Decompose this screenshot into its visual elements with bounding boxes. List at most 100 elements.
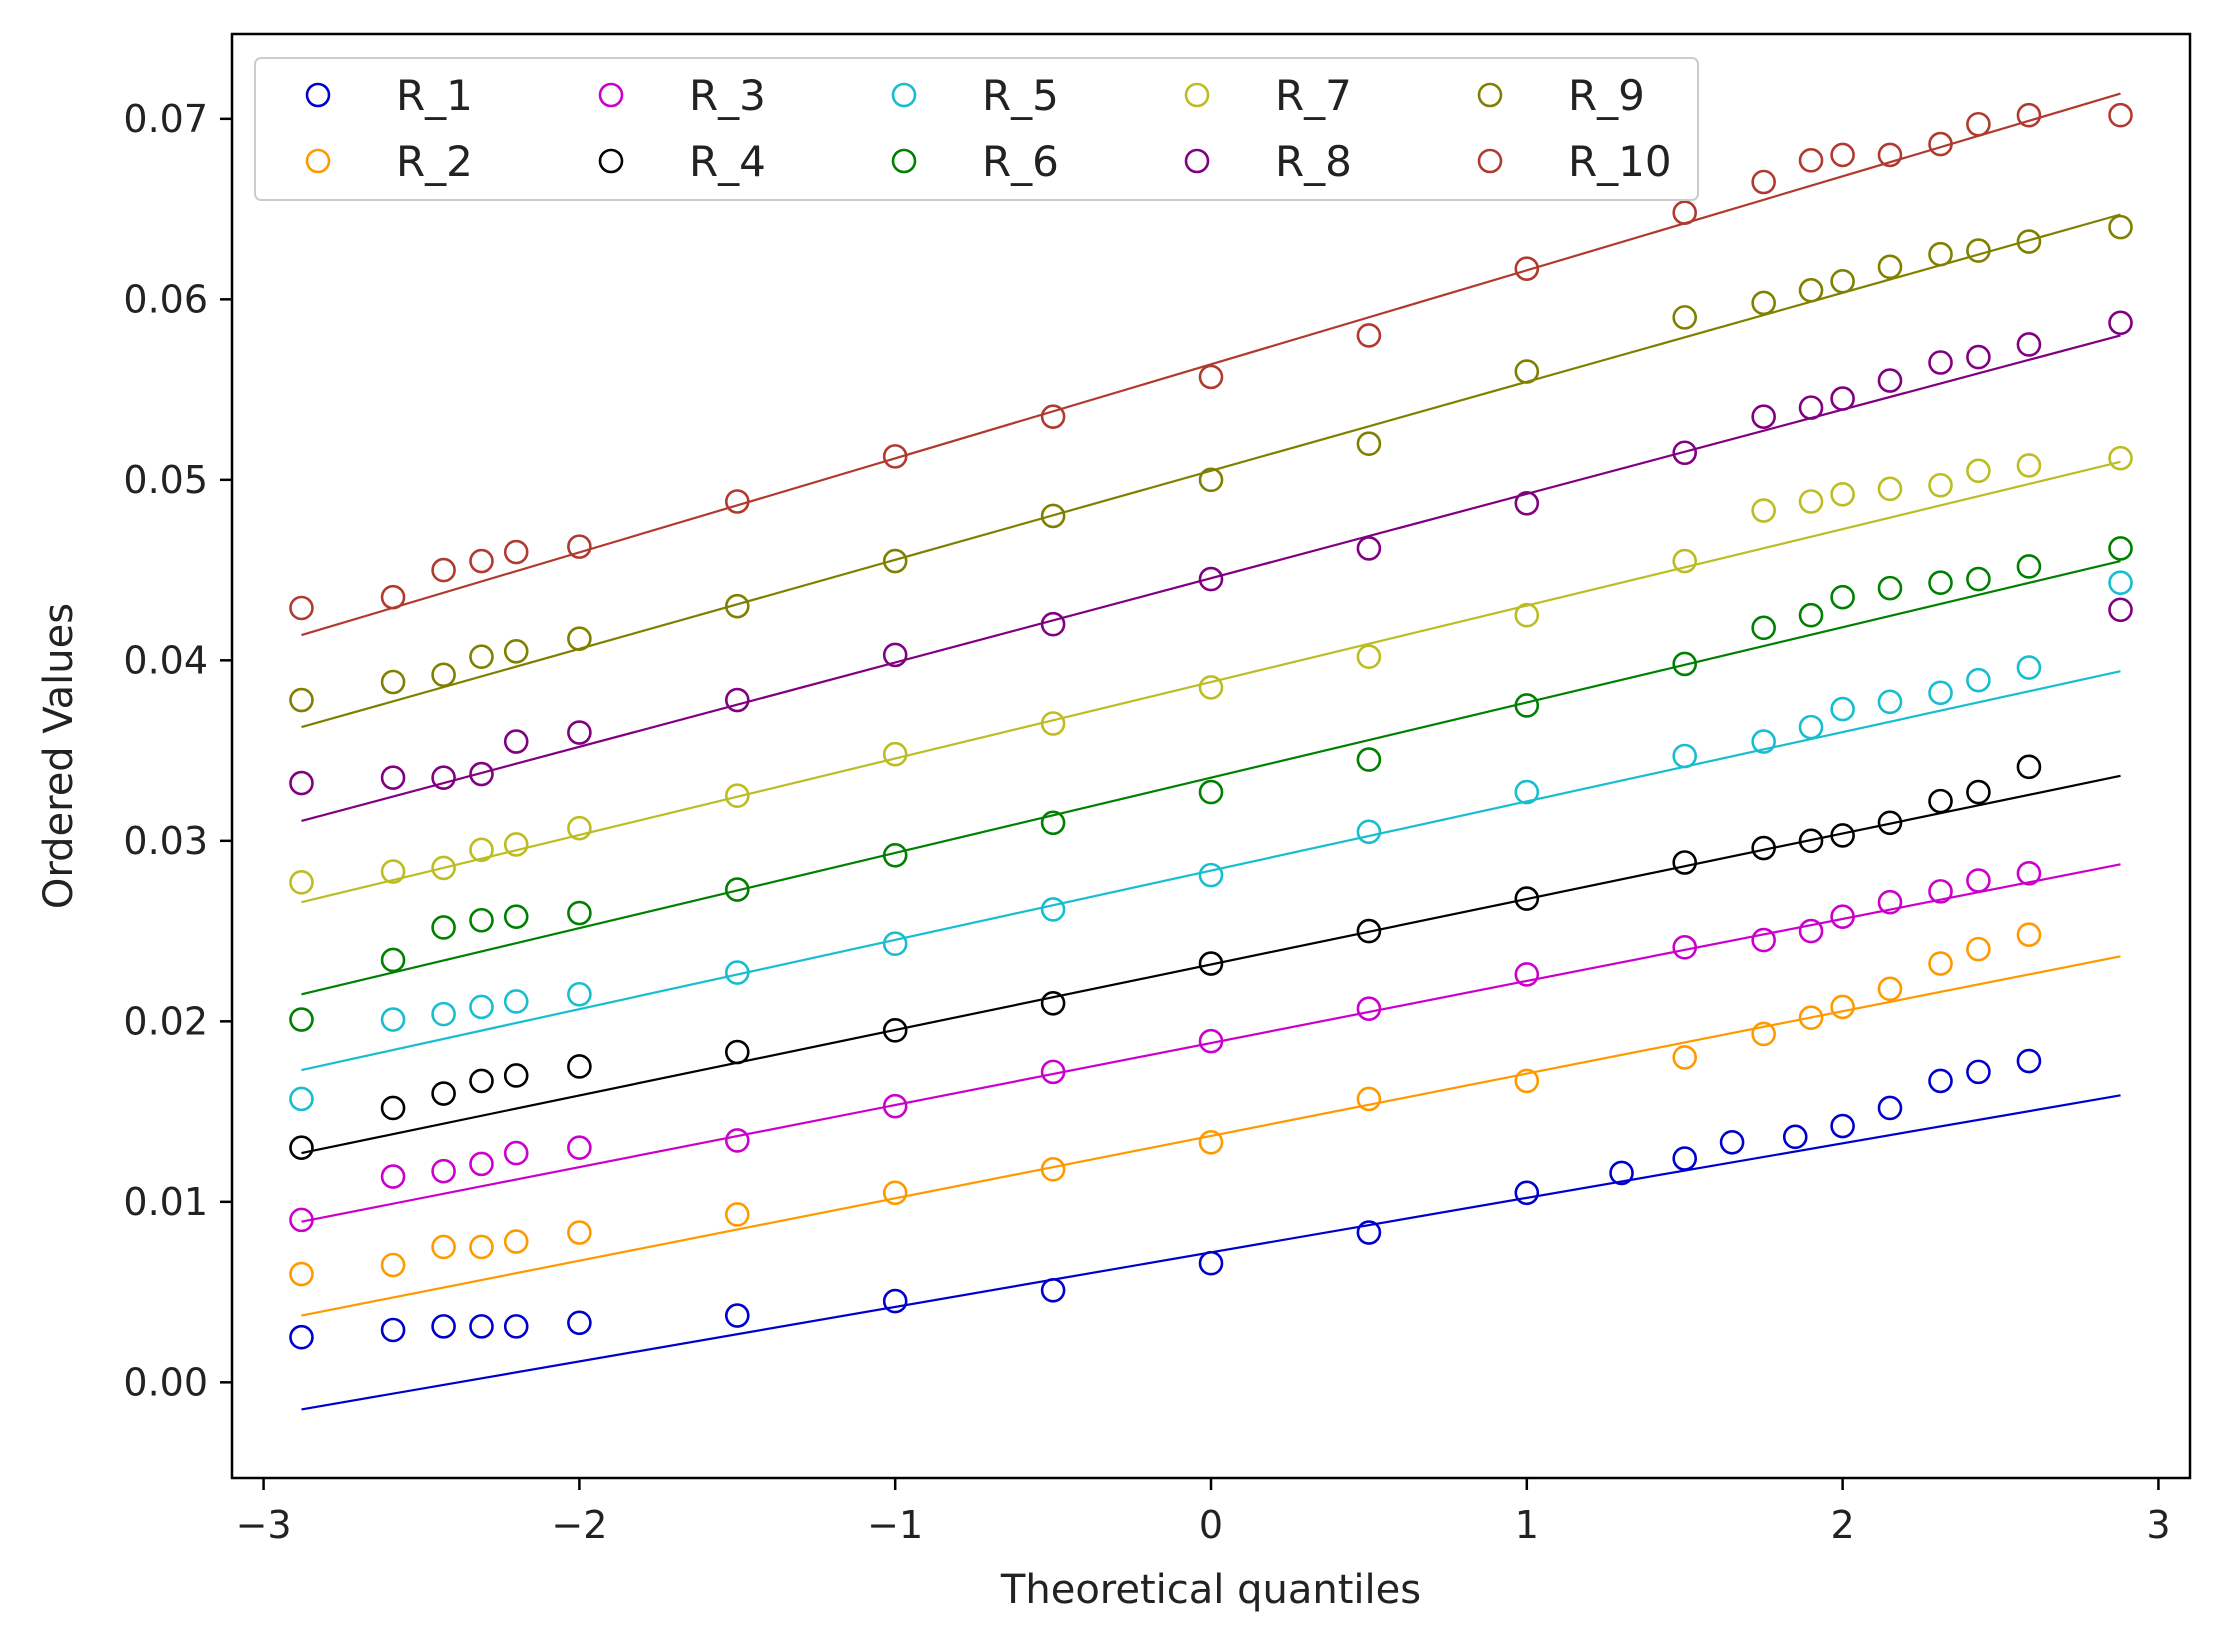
point-r-1-0 bbox=[289, 1324, 314, 1350]
point-r-1-14 bbox=[1719, 1129, 1745, 1155]
point-r-6-6 bbox=[724, 877, 750, 902]
point-r-8-16 bbox=[1877, 368, 1903, 393]
point-r-2-19 bbox=[2016, 922, 2042, 947]
point-r-7-14 bbox=[1798, 489, 1824, 514]
point-r-6-2 bbox=[431, 915, 456, 940]
point-r-5-17 bbox=[1928, 680, 1953, 706]
point-r-8-2 bbox=[431, 765, 456, 790]
point-r-8-9 bbox=[1198, 566, 1224, 592]
point-r-1-8 bbox=[1040, 1277, 1066, 1303]
point-r-2-5 bbox=[567, 1220, 592, 1245]
point-r-9-19 bbox=[2016, 229, 2042, 254]
point-r-8-7 bbox=[882, 642, 908, 668]
point-r-8-15 bbox=[1830, 386, 1855, 411]
point-r-1-15 bbox=[1782, 1124, 1808, 1150]
point-r-3-12 bbox=[1672, 935, 1698, 960]
point-r-6-9 bbox=[1198, 779, 1224, 805]
point-r-10-11 bbox=[1514, 256, 1540, 281]
fit-line-r-3 bbox=[301, 863, 2121, 1223]
point-r-3-3 bbox=[469, 1151, 494, 1177]
point-r-3-15 bbox=[1830, 904, 1855, 929]
legend: R_1 R_2 R_3 R_4 R_5 R_6 R_7 R_8 R_9 R_10 bbox=[254, 57, 1699, 201]
point-r-10-7 bbox=[882, 444, 908, 469]
legend-label-r-7: R_7 bbox=[1275, 71, 1352, 120]
point-r-10-16 bbox=[1877, 142, 1903, 168]
point-r-3-16 bbox=[1877, 889, 1903, 915]
point-r-4-19 bbox=[2016, 754, 2042, 780]
point-r-6-12 bbox=[1672, 651, 1698, 677]
point-r-5-4 bbox=[503, 989, 529, 1014]
point-r-4-5 bbox=[567, 1054, 592, 1079]
point-r-1-5 bbox=[567, 1310, 592, 1336]
point-r-10-1 bbox=[380, 584, 406, 610]
point-r-10-15 bbox=[1830, 142, 1855, 168]
point-r-9-0 bbox=[289, 687, 314, 713]
point-r-8-6 bbox=[724, 687, 750, 713]
point-r-7-9 bbox=[1198, 675, 1224, 700]
point-r-2-14 bbox=[1798, 1005, 1824, 1031]
point-r-4-8 bbox=[1040, 990, 1066, 1016]
y-axis: 0.00 0.01 0.02 0.03 0.04 0.05 0.06 0.07 bbox=[123, 97, 232, 1404]
point-r-1-11 bbox=[1514, 1180, 1540, 1206]
legend-label-r-9: R_9 bbox=[1568, 71, 1645, 120]
point-r-5-5 bbox=[567, 981, 592, 1007]
point-r-7-4 bbox=[503, 832, 529, 857]
point-r-7-3 bbox=[469, 837, 494, 863]
y-tick-label: 0.05 bbox=[123, 458, 208, 502]
point-r-2-18 bbox=[1966, 936, 1991, 962]
legend-marker-r-1 bbox=[305, 82, 331, 108]
point-r-3-4 bbox=[503, 1140, 529, 1166]
point-r-7-11 bbox=[1514, 602, 1540, 628]
point-r-10-13 bbox=[1751, 169, 1776, 195]
point-r-3-10 bbox=[1356, 996, 1382, 1022]
point-r-3-0 bbox=[289, 1207, 314, 1233]
point-r-8-8 bbox=[1040, 611, 1066, 637]
legend-marker-r-6 bbox=[891, 148, 917, 174]
point-r-5-13 bbox=[1751, 729, 1776, 754]
point-r-1-4 bbox=[503, 1314, 529, 1339]
point-r-9-13 bbox=[1751, 290, 1776, 316]
point-r-7-6 bbox=[724, 783, 750, 809]
point-r-8-20 bbox=[2108, 310, 2133, 336]
fit-lines bbox=[301, 92, 2121, 1411]
point-r-5-16 bbox=[1877, 689, 1903, 715]
point-r-3-14 bbox=[1798, 918, 1824, 944]
x-axis: −3 −2 −1 0 1 2 3 bbox=[236, 1478, 2171, 1547]
point-r-7-13 bbox=[1751, 498, 1776, 523]
point-r-6-5 bbox=[567, 900, 592, 926]
point-r-7-19 bbox=[2016, 453, 2042, 478]
point-r-1-10 bbox=[1356, 1220, 1382, 1245]
point-r-7-12 bbox=[1672, 548, 1698, 574]
point-r-9-17 bbox=[1928, 241, 1953, 267]
point-r-3-6 bbox=[724, 1128, 750, 1153]
point-r-2-2 bbox=[431, 1234, 456, 1260]
point-r-2-8 bbox=[1040, 1157, 1066, 1182]
point-r-6-14 bbox=[1798, 602, 1824, 628]
point-r-5-6 bbox=[724, 960, 750, 985]
point-r-4-13 bbox=[1751, 835, 1776, 861]
point-r-10-2 bbox=[431, 557, 456, 583]
point-r-3-13 bbox=[1751, 927, 1776, 953]
point-r-7-18 bbox=[1966, 458, 1991, 484]
point-r-2-4 bbox=[503, 1229, 529, 1254]
point-r-4-0 bbox=[289, 1135, 314, 1160]
y-tick-label: 0.07 bbox=[123, 97, 208, 141]
point-r-6-3 bbox=[469, 907, 494, 933]
point-r-4-17 bbox=[1928, 788, 1953, 814]
point-r-6-8 bbox=[1040, 810, 1066, 836]
point-r-6-4 bbox=[503, 904, 529, 929]
point-r-10-14 bbox=[1798, 148, 1824, 173]
point-r-8-18 bbox=[1966, 344, 1991, 370]
point-r-1-3 bbox=[469, 1314, 494, 1339]
x-tick-label: 3 bbox=[2146, 1503, 2170, 1547]
point-r-6-1 bbox=[380, 947, 406, 973]
point-r-1-17 bbox=[1877, 1095, 1903, 1121]
point-r-4-15 bbox=[1830, 823, 1855, 848]
point-r-1-16 bbox=[1830, 1113, 1855, 1139]
legend-marker-r-10 bbox=[1477, 148, 1503, 174]
point-r-8-13 bbox=[1751, 404, 1776, 429]
point-r-9-8 bbox=[1040, 503, 1066, 529]
point-r-10-8 bbox=[1040, 404, 1066, 429]
point-r-9-1 bbox=[380, 669, 406, 695]
point-r-10-0 bbox=[289, 595, 314, 621]
